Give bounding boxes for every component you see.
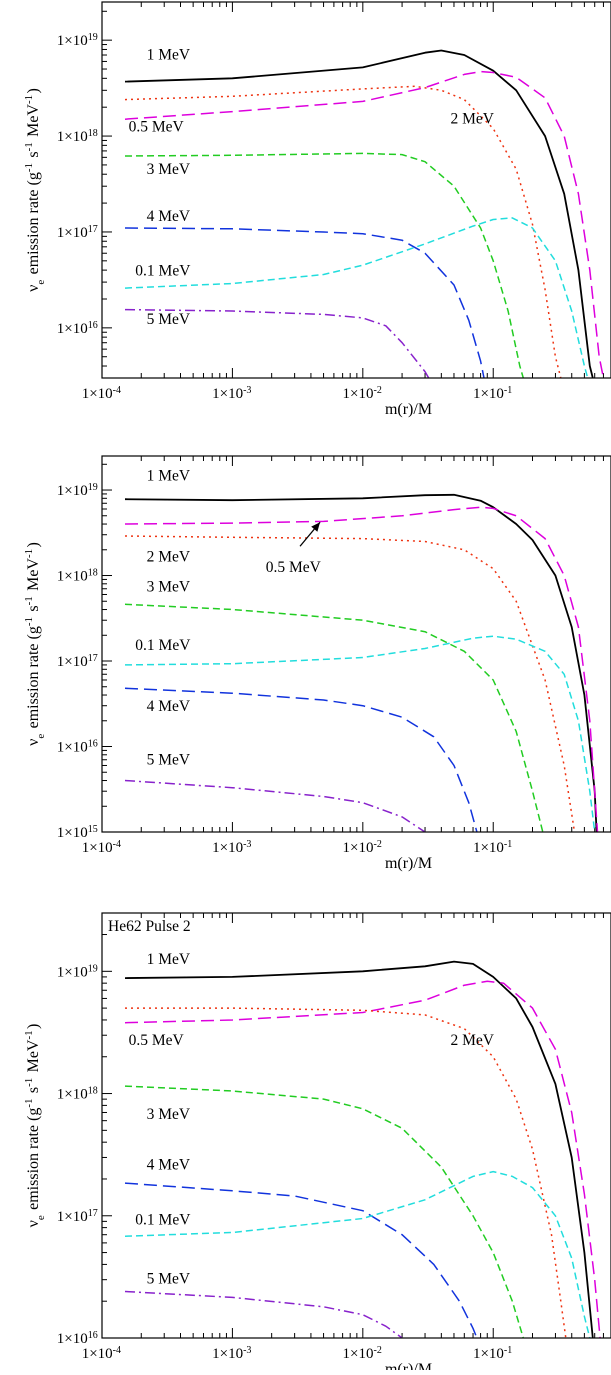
x-tick-label: 1×10-3 xyxy=(212,1345,253,1363)
x-tick-label: 1×10-4 xyxy=(82,839,123,857)
plot-frame xyxy=(101,912,611,1339)
chart-panel-3: 1×10-4 1×10-3 1×10-2 1×10-1 1×1016 1×101… xyxy=(23,912,611,1375)
y-tick-label: 1×1018 xyxy=(57,567,99,585)
series-line-4-mev xyxy=(124,1182,478,1338)
y-tick-label: 1×1015 xyxy=(57,824,99,842)
x-axis-title: m(r)/M xyxy=(385,1361,432,1370)
curve-label: 0.1 MeV xyxy=(135,637,191,654)
series-line-4-mev xyxy=(124,687,478,832)
x-tick-label: 1×10-2 xyxy=(343,385,384,403)
series-line-0-1-mev xyxy=(124,635,596,832)
x-axis-title: m(r)/M xyxy=(385,855,432,872)
y-tick-label: 1×1017 xyxy=(57,653,99,671)
curve-label: 3 MeV xyxy=(147,1106,191,1123)
y-axis-title: νe emission rate (g-1 s-1 MeV-1 ) xyxy=(23,542,47,746)
x-tick-label: 1×10-3 xyxy=(212,839,253,857)
series-line-0-5-mev xyxy=(124,70,605,378)
series-group xyxy=(124,49,605,378)
curve-label: 2 MeV xyxy=(450,111,494,128)
series-line-1-mev xyxy=(124,493,598,832)
series-line-0-1-mev xyxy=(124,1170,591,1338)
plot-frame xyxy=(101,455,611,833)
chart-panel-2: 1×10-4 1×10-3 1×10-2 1×10-1 1×1015 1×101… xyxy=(23,455,611,872)
series-line-0-1-mev xyxy=(124,217,589,378)
x-tick-label: 1×10-3 xyxy=(212,385,253,403)
curve-label: 4 MeV xyxy=(147,208,191,225)
y-tick-label: 1×1018 xyxy=(57,128,99,146)
panel-title: He62 Pulse 2 xyxy=(108,918,191,935)
curve-label: 1 MeV xyxy=(147,951,191,968)
series-line-3-mev xyxy=(124,603,544,832)
y-tick-label: 1×1017 xyxy=(57,223,99,241)
series-line-2-mev xyxy=(124,85,562,378)
curve-label: 0.5 MeV xyxy=(129,1032,185,1049)
series-line-5-mev xyxy=(124,308,430,378)
series-group xyxy=(124,960,601,1338)
series-line-2-mev xyxy=(124,535,576,832)
curve-label: 5 MeV xyxy=(147,751,191,768)
axis-ticks xyxy=(101,912,611,1339)
y-tick-label: 1×1016 xyxy=(57,1330,99,1348)
series-line-3-mev xyxy=(124,1085,525,1338)
chart-panel-1: 1×10-4 1×10-3 1×10-2 1×10-1 1×1016 1×101… xyxy=(23,1,611,418)
series-line-1-mev xyxy=(124,960,594,1338)
y-tick-label: 1×1019 xyxy=(57,482,99,500)
series-line-5-mev xyxy=(124,779,426,832)
x-tick-label: 1×10-4 xyxy=(82,1345,123,1363)
series-line-5-mev xyxy=(124,1290,403,1338)
curve-label: 3 MeV xyxy=(147,579,191,596)
x-tick-label: 1×10-1 xyxy=(473,839,514,857)
y-axis-title: νe emission rate (g-1 s-1 MeV-1 ) xyxy=(23,1024,47,1228)
series-line-1-mev xyxy=(124,49,594,378)
y-axis-title: νe emission rate (g-1 s-1 MeV-1 ) xyxy=(23,88,47,292)
series-line-2-mev xyxy=(125,1007,567,1338)
curve-label: 0.1 MeV xyxy=(135,263,191,280)
curve-label: 2 MeV xyxy=(147,549,191,566)
y-tick-label: 1×1019 xyxy=(57,32,99,50)
curve-label: 5 MeV xyxy=(147,311,191,328)
y-tick-label: 1×1017 xyxy=(57,1207,99,1225)
x-tick-label: 1×10-2 xyxy=(343,839,384,857)
x-axis-title: m(r)/M xyxy=(385,401,432,418)
curve-label: 3 MeV xyxy=(147,161,191,178)
series-group xyxy=(124,493,599,832)
plot-frame xyxy=(101,1,611,379)
curve-label: 1 MeV xyxy=(147,46,191,63)
x-tick-label: 1×10-1 xyxy=(473,1345,514,1363)
y-tick-label: 1×1016 xyxy=(57,738,99,756)
x-tick-label: 1×10-2 xyxy=(343,1345,384,1363)
curve-label: 1 MeV xyxy=(147,467,191,484)
series-line-4-mev xyxy=(124,227,485,378)
curve-label: 4 MeV xyxy=(147,698,191,715)
series-line-0-5-mev xyxy=(124,980,601,1338)
curve-label: 0.5 MeV xyxy=(129,118,185,135)
curve-label: 5 MeV xyxy=(147,1270,191,1287)
annotation-arrow-head xyxy=(311,522,321,532)
curve-label: 2 MeV xyxy=(450,1032,494,1049)
y-tick-label: 1×1019 xyxy=(57,963,99,981)
y-tick-label: 1×1018 xyxy=(57,1085,99,1103)
curve-label: 0.1 MeV xyxy=(135,1211,191,1228)
series-line-0-5-mev xyxy=(124,506,599,832)
curve-label: 0.5 MeV xyxy=(266,559,322,576)
curve-label: 4 MeV xyxy=(147,1156,191,1173)
y-tick-label: 1×1016 xyxy=(57,319,99,337)
axis-ticks xyxy=(101,456,611,833)
axis-ticks xyxy=(101,2,611,379)
x-tick-label: 1×10-4 xyxy=(82,385,123,403)
x-tick-label: 1×10-1 xyxy=(473,385,514,403)
